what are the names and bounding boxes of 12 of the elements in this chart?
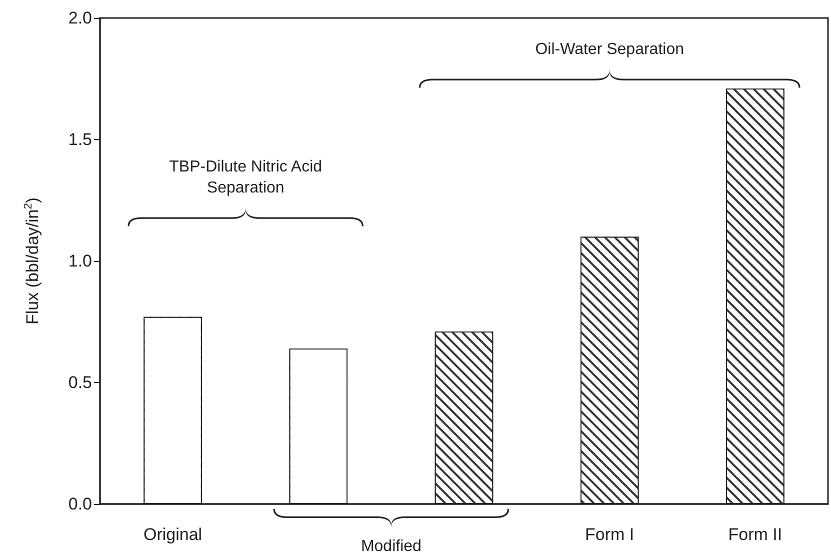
y-tick-label: 2.0 xyxy=(68,8,92,28)
y-tick-label: 1.0 xyxy=(68,252,92,270)
y-tick-label: 1.5 xyxy=(68,130,92,149)
y-tick-label: 0.0 xyxy=(68,494,92,514)
x-tick-label: Form II xyxy=(728,525,782,544)
y-tick-label: 0.5 xyxy=(68,373,92,392)
x-tick-label: Original xyxy=(144,525,202,544)
y-axis-title: Flux (bbl/day/in2) xyxy=(22,197,42,325)
annotation: Oil-Water Separation xyxy=(535,40,684,60)
x-tick-label: Form I xyxy=(585,525,634,544)
annotation: TBP-Dilute Nitric Acid Separation xyxy=(169,158,322,198)
text: Modified xyxy=(360,537,422,558)
